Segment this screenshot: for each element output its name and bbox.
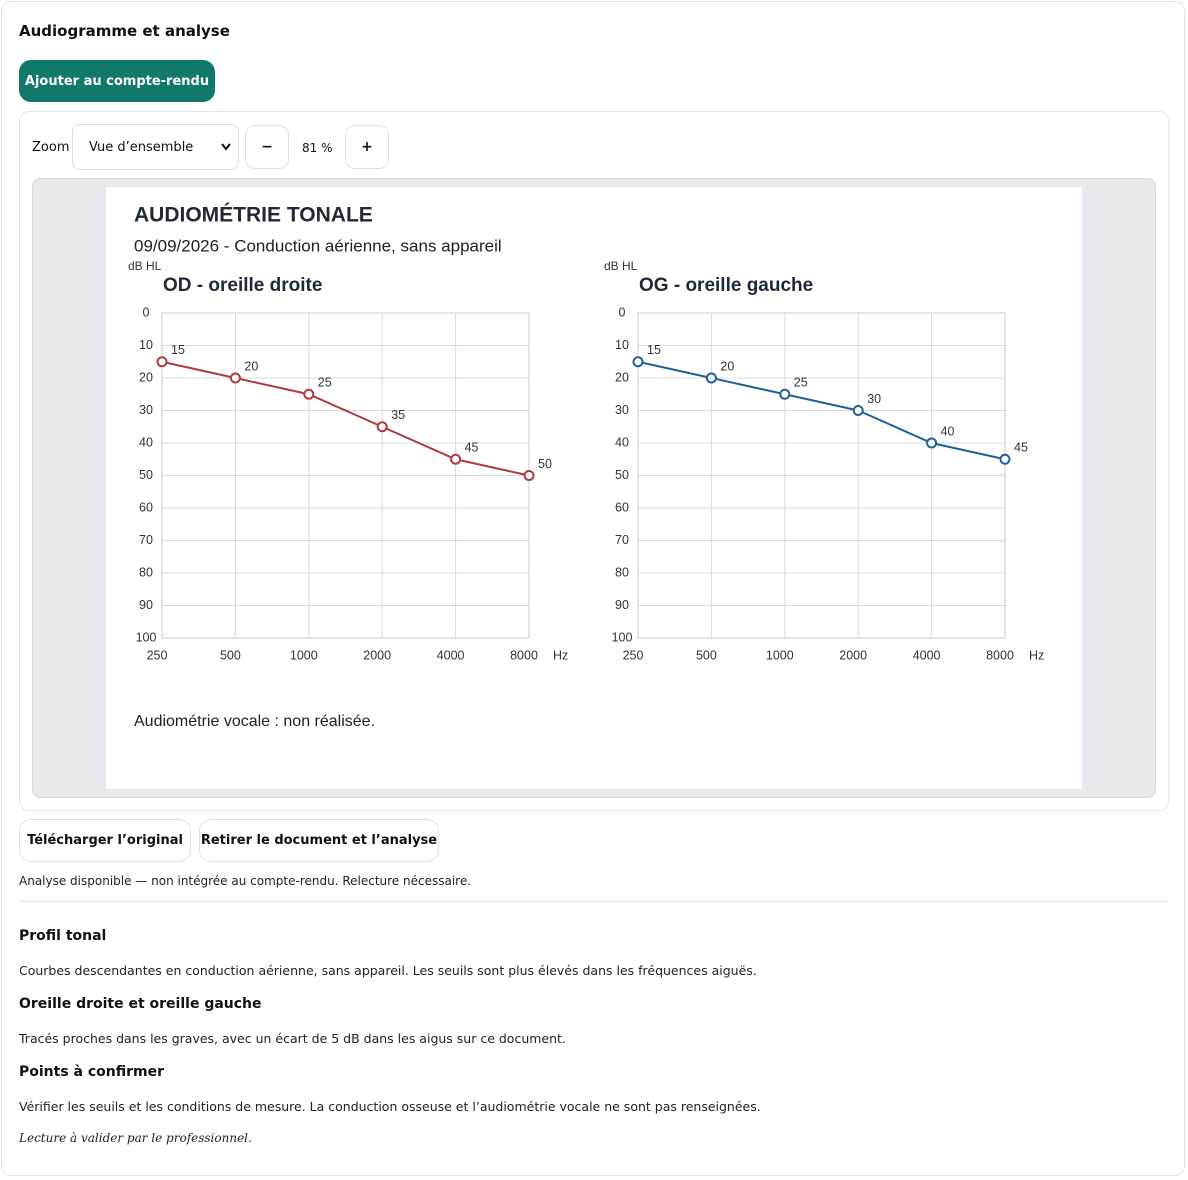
y-tick-label: 60 — [615, 500, 629, 514]
data-point — [779, 388, 791, 400]
data-point — [926, 437, 938, 449]
y-tick-label: 100 — [136, 630, 157, 644]
data-point — [632, 356, 644, 368]
y-tick-label: 70 — [615, 533, 629, 547]
remove-button[interactable]: Retirer le document et l’analyse — [199, 819, 439, 862]
analysis-heading: Oreille droite et oreille gauche — [19, 996, 262, 1012]
y-tick-label: 40 — [139, 435, 153, 449]
y-axis-label: dB HL — [128, 259, 162, 273]
data-label: 40 — [941, 424, 955, 438]
data-label: 30 — [867, 392, 881, 406]
y-tick-label: 50 — [139, 468, 153, 482]
data-label: 25 — [794, 376, 808, 390]
y-tick-label: 90 — [139, 598, 153, 612]
data-label: 45 — [465, 441, 479, 455]
y-tick-label: 30 — [139, 403, 153, 417]
x-tick-label: 4000 — [437, 648, 465, 662]
data-point — [229, 372, 241, 384]
analysis-heading: Profil tonal — [19, 928, 107, 944]
zoom-out-button[interactable]: − — [245, 125, 289, 169]
data-point — [303, 388, 315, 400]
x-tick-label: 1000 — [766, 648, 794, 662]
y-tick-label: 20 — [615, 370, 629, 384]
analysis-text: Courbes descendantes en conduction aérie… — [19, 963, 757, 978]
data-point — [705, 372, 717, 384]
chart-title: OD - oreille droite — [163, 275, 322, 296]
zoom-level: 81 % — [302, 141, 333, 155]
data-label: 15 — [171, 343, 185, 357]
y-tick-label: 20 — [139, 370, 153, 384]
x-tick-label: 8000 — [986, 648, 1014, 662]
y-tick-label: 80 — [139, 565, 153, 579]
document-svg: AUDIOMÉTRIE TONALE 09/09/2026 - Conducti… — [128, 204, 1044, 731]
section-title: Audiogramme et analyse — [19, 22, 230, 40]
document-subtitle: 09/09/2026 - Conduction aérienne, sans a… — [134, 236, 502, 255]
document-title: AUDIOMÉTRIE TONALE — [134, 204, 373, 227]
y-tick-label: 100 — [612, 630, 633, 644]
x-tick-label: 250 — [623, 648, 644, 662]
zoom-label: Zoom — [32, 140, 70, 155]
y-tick-label: 70 — [139, 533, 153, 547]
analysis-text: Tracés proches dans les graves, avec un … — [19, 1031, 566, 1046]
y-tick-label: 0 — [619, 305, 626, 319]
analysis-text: Vérifier les seuils et les conditions de… — [19, 1099, 761, 1114]
zoom-select[interactable]: Vue d’ensemble — [72, 124, 239, 170]
data-point — [852, 405, 864, 416]
y-axis-label: dB HL — [604, 259, 638, 273]
y-tick-label: 10 — [139, 338, 153, 352]
document-note: Audiométrie vocale : non réalisée. — [134, 713, 375, 730]
data-label: 50 — [538, 457, 552, 471]
document-page: AUDIOMÉTRIE TONALE 09/09/2026 - Conducti… — [106, 187, 1082, 789]
y-tick-label: 40 — [615, 435, 629, 449]
data-label: 25 — [318, 376, 332, 390]
data-label: 20 — [720, 359, 734, 373]
data-label: 35 — [391, 408, 405, 422]
divider — [19, 901, 1169, 902]
status-text: Analyse disponible — non intégrée au com… — [19, 874, 472, 888]
data-point — [999, 453, 1011, 465]
x-tick-label: 500 — [696, 648, 717, 662]
x-tick-label: 2000 — [839, 648, 867, 662]
x-tick-label: 4000 — [913, 648, 941, 662]
zoom-select-value: Vue d’ensemble — [89, 139, 194, 155]
viewer-panel — [19, 111, 1169, 811]
y-tick-label: 60 — [139, 500, 153, 514]
data-label: 45 — [1014, 441, 1028, 455]
plot-frame — [637, 312, 1006, 639]
data-label: 20 — [244, 359, 258, 373]
series-line — [161, 360, 530, 477]
zoom-in-button[interactable]: + — [345, 125, 389, 169]
data-label: 15 — [647, 343, 661, 357]
y-tick-label: 80 — [615, 565, 629, 579]
add-button[interactable]: Ajouter au compte-rendu — [19, 60, 215, 102]
y-tick-label: 30 — [615, 403, 629, 417]
chart-title: OG - oreille gauche — [639, 275, 813, 296]
x-tick-label: 8000 — [510, 648, 538, 662]
y-tick-label: 50 — [615, 468, 629, 482]
series-line — [637, 360, 1006, 461]
y-tick-label: 0 — [143, 305, 150, 319]
x-tick-label: 2000 — [363, 648, 391, 662]
x-tick-label: 500 — [220, 648, 241, 662]
y-tick-label: 10 — [615, 338, 629, 352]
analysis-footer: Lecture à valider par le professionnel. — [19, 1131, 252, 1145]
x-tick-label: 1000 — [290, 648, 318, 662]
analysis-heading: Points à confirmer — [19, 1064, 165, 1080]
data-point — [450, 453, 462, 465]
data-point — [156, 356, 168, 368]
data-point — [376, 421, 388, 433]
y-tick-label: 90 — [615, 598, 629, 612]
download-button[interactable]: Télécharger l’original — [19, 819, 191, 862]
x-axis-label: Hz — [553, 648, 568, 662]
x-tick-label: 250 — [147, 648, 168, 662]
data-point — [523, 470, 535, 481]
chevron — [221, 143, 231, 151]
x-axis-label: Hz — [1029, 648, 1044, 662]
